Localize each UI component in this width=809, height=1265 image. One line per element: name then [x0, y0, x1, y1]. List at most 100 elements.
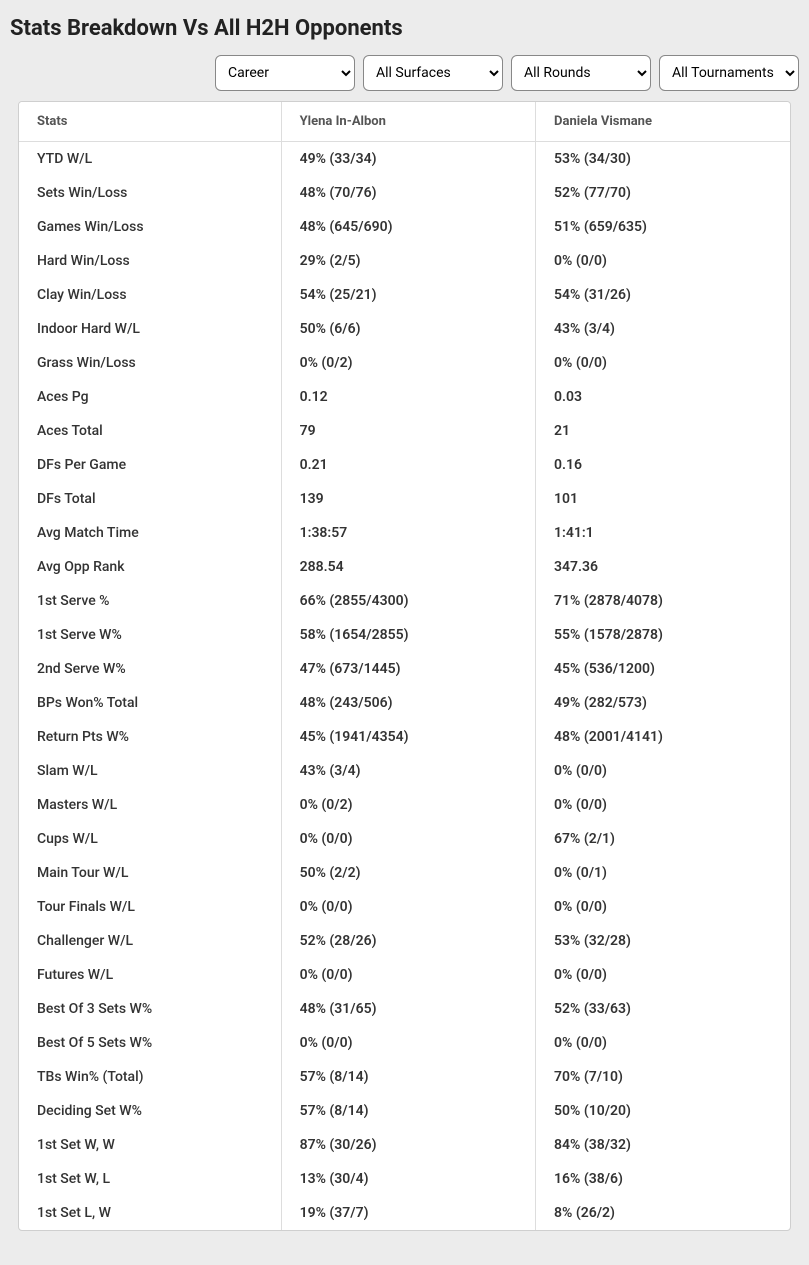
- table-row: Cups W/L0% (0/0)67% (2/1): [19, 822, 790, 856]
- table-row: Futures W/L0% (0/0)0% (0/0): [19, 958, 790, 992]
- player1-value: 139: [281, 482, 535, 516]
- table-row: 1st Set L, W19% (37/7)8% (26/2): [19, 1196, 790, 1230]
- player1-value: 0.21: [281, 448, 535, 482]
- stat-label: 1st Serve W%: [19, 618, 281, 652]
- player1-value: 45% (1941/4354): [281, 720, 535, 754]
- table-row: Grass Win/Loss0% (0/2)0% (0/0): [19, 346, 790, 380]
- table-row: DFs Per Game0.210.16: [19, 448, 790, 482]
- table-row: Return Pts W%45% (1941/4354)48% (2001/41…: [19, 720, 790, 754]
- table-row: 1st Serve W%58% (1654/2855)55% (1578/287…: [19, 618, 790, 652]
- player2-value: 51% (659/635): [536, 210, 790, 244]
- player1-value: 29% (2/5): [281, 244, 535, 278]
- player2-value: 52% (77/70): [536, 176, 790, 210]
- table-row: Aces Pg0.120.03: [19, 380, 790, 414]
- player1-value: 0% (0/0): [281, 890, 535, 924]
- table-row: 1st Serve %66% (2855/4300)71% (2878/4078…: [19, 584, 790, 618]
- player2-value: 67% (2/1): [536, 822, 790, 856]
- table-row: 1st Set W, L13% (30/4)16% (38/6): [19, 1162, 790, 1196]
- player1-value: 48% (243/506): [281, 686, 535, 720]
- table-row: YTD W/L49% (33/34)53% (34/30): [19, 142, 790, 177]
- table-row: Deciding Set W%57% (8/14)50% (10/20): [19, 1094, 790, 1128]
- stat-label: Tour Finals W/L: [19, 890, 281, 924]
- table-row: Hard Win/Loss29% (2/5)0% (0/0): [19, 244, 790, 278]
- col-player2: Daniela Vismane: [536, 102, 790, 142]
- page-title: Stats Breakdown Vs All H2H Opponents: [10, 16, 799, 41]
- player1-value: 49% (33/34): [281, 142, 535, 177]
- player2-value: 0.16: [536, 448, 790, 482]
- stat-label: Best Of 5 Sets W%: [19, 1026, 281, 1060]
- stat-label: Challenger W/L: [19, 924, 281, 958]
- player2-value: 1:41:1: [536, 516, 790, 550]
- player2-value: 45% (536/1200): [536, 652, 790, 686]
- player2-value: 55% (1578/2878): [536, 618, 790, 652]
- table-row: 2nd Serve W%47% (673/1445)45% (536/1200): [19, 652, 790, 686]
- player1-value: 19% (37/7): [281, 1196, 535, 1230]
- player1-value: 13% (30/4): [281, 1162, 535, 1196]
- stat-label: YTD W/L: [19, 142, 281, 177]
- stats-table: Stats Ylena In-Albon Daniela Vismane YTD…: [19, 102, 790, 1230]
- player2-value: 53% (32/28): [536, 924, 790, 958]
- player2-value: 347.36: [536, 550, 790, 584]
- player2-value: 21: [536, 414, 790, 448]
- player1-value: 0% (0/2): [281, 788, 535, 822]
- stat-label: 1st Serve %: [19, 584, 281, 618]
- player1-value: 1:38:57: [281, 516, 535, 550]
- table-row: Indoor Hard W/L50% (6/6)43% (3/4): [19, 312, 790, 346]
- stat-label: Cups W/L: [19, 822, 281, 856]
- stat-label: Sets Win/Loss: [19, 176, 281, 210]
- col-stats: Stats: [19, 102, 281, 142]
- player1-value: 48% (645/690): [281, 210, 535, 244]
- table-row: Avg Opp Rank288.54347.36: [19, 550, 790, 584]
- surface-select[interactable]: All Surfaces: [363, 55, 503, 91]
- stat-label: 1st Set W, L: [19, 1162, 281, 1196]
- stat-label: Avg Match Time: [19, 516, 281, 550]
- filter-bar: Career All Surfaces All Rounds All Tourn…: [10, 55, 799, 91]
- player2-value: 0% (0/0): [536, 346, 790, 380]
- table-row: Clay Win/Loss54% (25/21)54% (31/26): [19, 278, 790, 312]
- table-row: Aces Total7921: [19, 414, 790, 448]
- player1-value: 79: [281, 414, 535, 448]
- stat-label: Return Pts W%: [19, 720, 281, 754]
- table-row: TBs Win% (Total)57% (8/14)70% (7/10): [19, 1060, 790, 1094]
- tournament-select[interactable]: All Tournaments: [659, 55, 799, 91]
- player2-value: 0% (0/0): [536, 1026, 790, 1060]
- stat-label: Slam W/L: [19, 754, 281, 788]
- player2-value: 48% (2001/4141): [536, 720, 790, 754]
- player2-value: 71% (2878/4078): [536, 584, 790, 618]
- player2-value: 0% (0/0): [536, 890, 790, 924]
- stat-label: TBs Win% (Total): [19, 1060, 281, 1094]
- player2-value: 101: [536, 482, 790, 516]
- table-row: Best Of 3 Sets W%48% (31/65)52% (33/63): [19, 992, 790, 1026]
- player1-value: 48% (70/76): [281, 176, 535, 210]
- player2-value: 0% (0/1): [536, 856, 790, 890]
- player1-value: 0% (0/2): [281, 346, 535, 380]
- player2-value: 49% (282/573): [536, 686, 790, 720]
- period-select[interactable]: Career: [215, 55, 355, 91]
- player2-value: 0.03: [536, 380, 790, 414]
- stat-label: Hard Win/Loss: [19, 244, 281, 278]
- player1-value: 288.54: [281, 550, 535, 584]
- player2-value: 53% (34/30): [536, 142, 790, 177]
- table-row: Games Win/Loss48% (645/690)51% (659/635): [19, 210, 790, 244]
- table-row: Sets Win/Loss48% (70/76)52% (77/70): [19, 176, 790, 210]
- player1-value: 0% (0/0): [281, 958, 535, 992]
- stat-label: Clay Win/Loss: [19, 278, 281, 312]
- table-row: Masters W/L0% (0/2)0% (0/0): [19, 788, 790, 822]
- player1-value: 47% (673/1445): [281, 652, 535, 686]
- player1-value: 57% (8/14): [281, 1060, 535, 1094]
- stat-label: Masters W/L: [19, 788, 281, 822]
- player2-value: 70% (7/10): [536, 1060, 790, 1094]
- round-select[interactable]: All Rounds: [511, 55, 651, 91]
- player1-value: 0.12: [281, 380, 535, 414]
- stat-label: DFs Total: [19, 482, 281, 516]
- player1-value: 87% (30/26): [281, 1128, 535, 1162]
- stats-panel: Stats Ylena In-Albon Daniela Vismane YTD…: [18, 101, 791, 1231]
- player1-value: 58% (1654/2855): [281, 618, 535, 652]
- player1-value: 48% (31/65): [281, 992, 535, 1026]
- table-row: BPs Won% Total48% (243/506)49% (282/573): [19, 686, 790, 720]
- player1-value: 57% (8/14): [281, 1094, 535, 1128]
- stat-label: Aces Pg: [19, 380, 281, 414]
- player1-value: 0% (0/0): [281, 822, 535, 856]
- player2-value: 84% (38/32): [536, 1128, 790, 1162]
- player1-value: 43% (3/4): [281, 754, 535, 788]
